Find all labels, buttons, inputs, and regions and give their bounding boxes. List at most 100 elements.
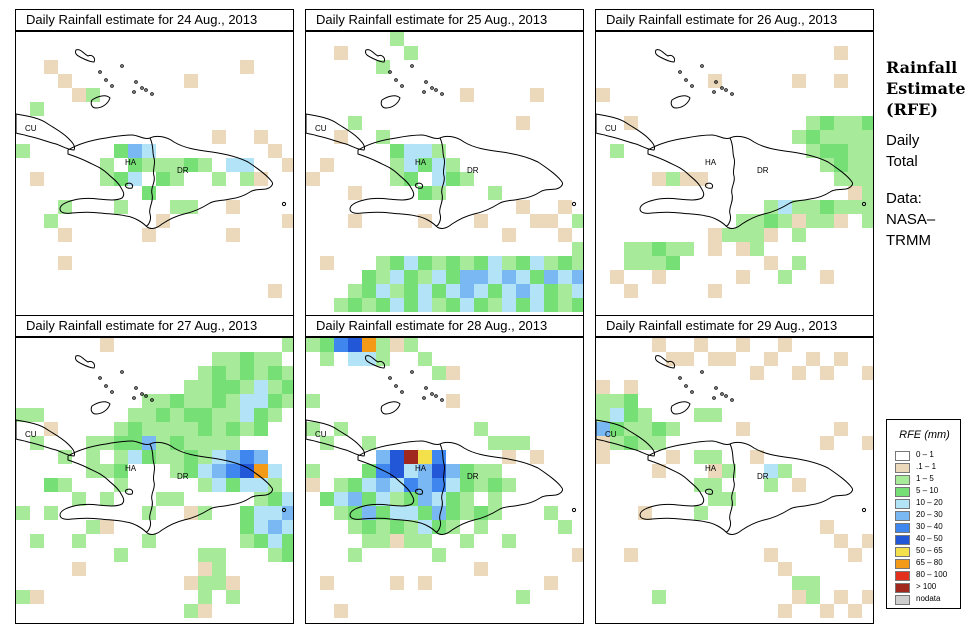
rainfall-cells: [306, 32, 583, 312]
rainfall-cell: [694, 338, 708, 352]
rainfall-cell: [72, 492, 86, 506]
data-source: Data: NASA– TRMM: [886, 188, 971, 251]
rainfall-cell: [376, 270, 390, 284]
rainfall-cell: [142, 228, 156, 242]
rainfall-cell: [44, 422, 58, 436]
hispaniola-coast: [59, 134, 273, 229]
rainfall-cell: [708, 450, 722, 464]
rainfall-cell: [334, 506, 348, 520]
rainfall-cell: [736, 214, 750, 228]
rainfall-cell: [862, 436, 873, 450]
rainfall-cell: [694, 450, 708, 464]
rainfall-cell: [404, 520, 418, 534]
rainfall-cell: [376, 284, 390, 298]
rainfall-cell: [268, 144, 282, 158]
gonave-coast: [705, 488, 713, 495]
gonave-coast: [125, 488, 133, 495]
rainfall-cell: [460, 284, 474, 298]
rainfall-cell: [722, 228, 736, 242]
rainfall-cell: [516, 590, 530, 604]
rainfall-cell: [320, 338, 334, 352]
rainfall-cell: [834, 116, 848, 130]
rainfall-cell: [72, 88, 86, 102]
rainfall-cell: [212, 576, 226, 590]
rainfall-cell: [558, 228, 572, 242]
rainfall-cell: [128, 158, 142, 172]
rainfall-cell: [474, 214, 488, 228]
rainfall-cell: [834, 74, 848, 88]
rainfall-cell: [418, 450, 432, 464]
rainfall-cell: [516, 256, 530, 270]
rainfall-cell: [348, 492, 362, 506]
rainfall-cell: [334, 492, 348, 506]
islet-coast: [132, 396, 136, 400]
rainfall-cell: [418, 492, 432, 506]
rainfall-cell: [282, 548, 293, 562]
rainfall-cell: [170, 436, 184, 450]
rainfall-cell: [652, 436, 666, 450]
islet-coast: [422, 396, 426, 400]
rfe-legend: RFE (mm) 0 – 1 .1 – 1 1 – 5 5 – 10 10 – 20 20…: [886, 419, 961, 609]
islet-coast: [430, 392, 434, 396]
rainfall-cell: [834, 352, 848, 366]
rainfall-cell: [226, 590, 240, 604]
islet-coast: [720, 392, 724, 396]
rainfall-cell: [390, 534, 404, 548]
rainfall-cell: [184, 158, 198, 172]
rainfall-cell: [488, 436, 502, 450]
rainfall-cell: [254, 534, 268, 548]
rainfall-cell: [460, 88, 474, 102]
legend-label: 40 – 50: [916, 534, 943, 543]
rainfall-cell: [212, 366, 226, 380]
legend-label: .1 – 1: [916, 462, 937, 471]
rainfall-cell: [16, 144, 30, 158]
rainfall-cell: [268, 548, 282, 562]
rainfall-cell: [572, 214, 583, 228]
rainfall-cell: [128, 422, 142, 436]
rainfall-cell: [764, 548, 778, 562]
rainfall-cell: [834, 200, 848, 214]
rainfall-cell: [320, 576, 334, 590]
rainfall-cell: [348, 214, 362, 228]
rainfall-cell: [446, 284, 460, 298]
islet-coast: [110, 84, 114, 88]
rainfall-cell: [432, 366, 446, 380]
rainfall-cell: [530, 88, 544, 102]
rainfall-cell: [306, 478, 320, 492]
panel-title: Daily Rainfall estimate for 28 Aug., 201…: [305, 315, 584, 337]
rainfall-cell: [432, 284, 446, 298]
product-title-line: Estimate: [886, 79, 966, 98]
rainfall-cell: [404, 464, 418, 478]
rainfall-cell: [404, 256, 418, 270]
rainfall-cell: [320, 256, 334, 270]
legend-swatch: [895, 583, 910, 593]
rainfall-cell: [376, 478, 390, 492]
rainfall-cell: [624, 408, 638, 422]
rainfall-cell: [460, 256, 474, 270]
legend-swatch: [895, 571, 910, 581]
rainfall-cell: [624, 284, 638, 298]
rainfall-cell: [418, 186, 432, 200]
rainfall-cell: [624, 422, 638, 436]
islet-coast: [388, 70, 392, 74]
rainfall-cell: [212, 548, 226, 562]
rainfall-cell: [778, 604, 792, 618]
rainfall-cell: [240, 366, 254, 380]
rainfall-cell: [184, 380, 198, 394]
rainfall-cell: [432, 492, 446, 506]
rainfall-cell: [212, 436, 226, 450]
rainfall-cell: [348, 506, 362, 520]
map-canvas: CU HA DR: [306, 32, 583, 312]
legend-swatch: [895, 523, 910, 533]
rainfall-cell: [184, 464, 198, 478]
cuba-label: CU: [605, 430, 617, 439]
rainfall-cell: [226, 478, 240, 492]
rainfall-cell: [792, 200, 806, 214]
rainfall-cell: [268, 352, 282, 366]
rainfall-cell: [572, 548, 583, 562]
rainfall-cell: [446, 506, 460, 520]
rainfall-cell: [320, 492, 334, 506]
rainfall-cell: [862, 130, 873, 144]
rainfall-cell: [488, 464, 502, 478]
coastlines: [306, 355, 577, 535]
